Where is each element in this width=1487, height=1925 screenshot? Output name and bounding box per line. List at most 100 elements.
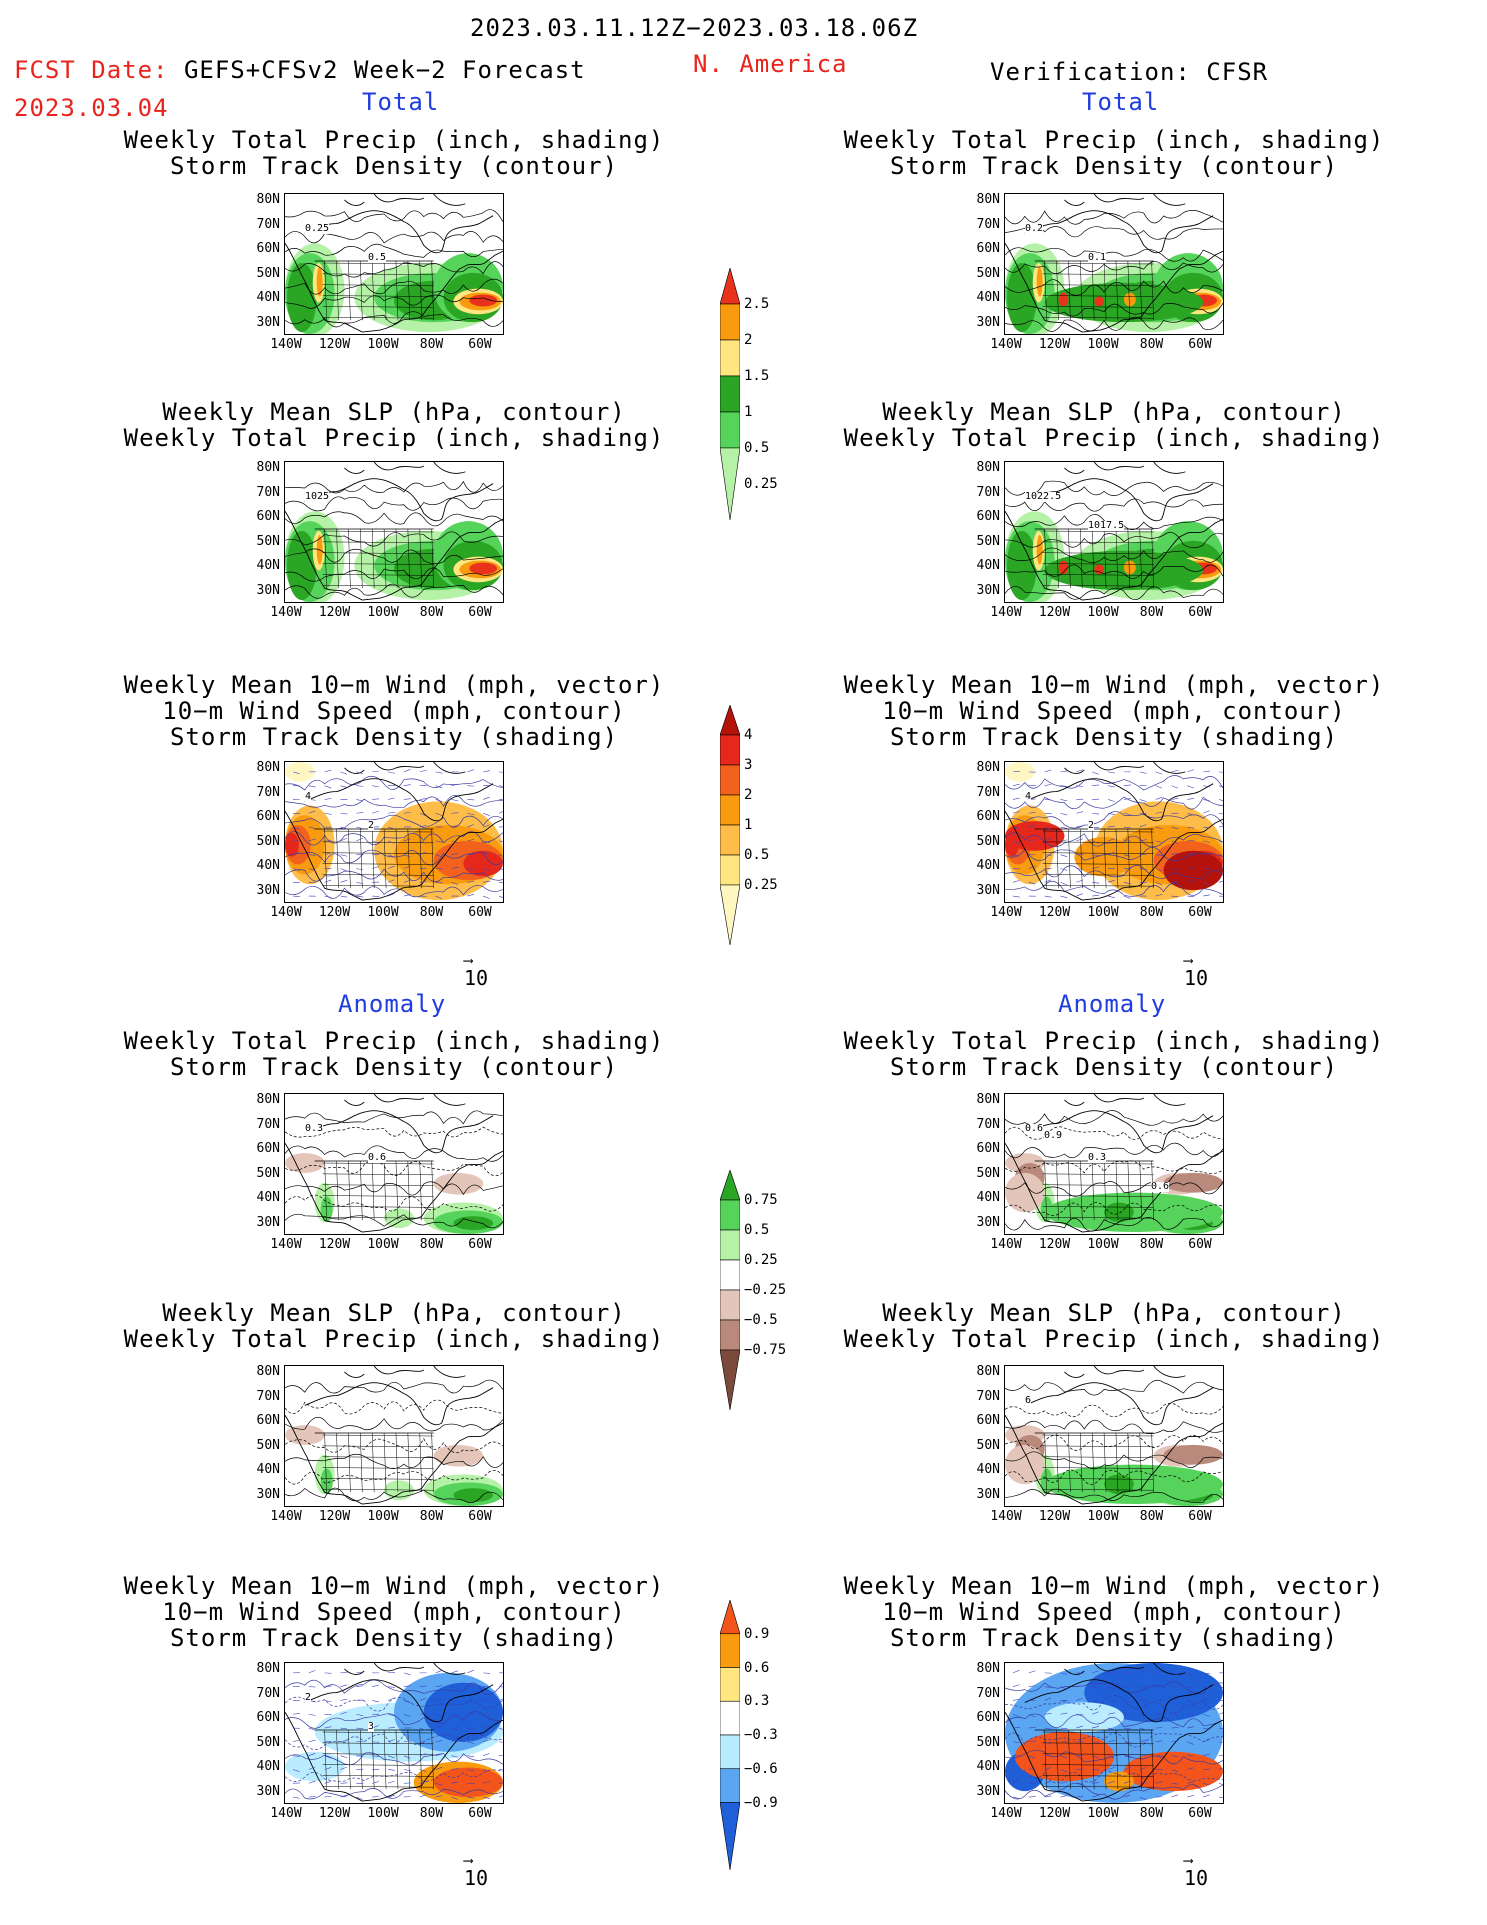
lat-tick-label: 80N [976,192,1000,207]
lat-tick-label: 30N [256,882,280,898]
panel-title-line: 10−m Wind Speed (mph, contour) [162,1598,626,1626]
panel-title-line: Weekly Mean SLP (hPa, contour) [882,1299,1346,1327]
lon-tick-label: 120W [1038,905,1071,920]
lat-tick-label: 50N [256,1437,280,1453]
lon-tick-label: 120W [1038,605,1071,620]
forecast-map-5 [284,1365,504,1507]
panel-title-line: Storm Track Density (shading) [169,723,619,751]
lat-tick-label: 30N [256,1214,280,1230]
colorbar-label: −0.25 [744,1282,787,1298]
vector-arrow-icon: ⟶ [1184,953,1193,969]
lat-tick-label: 30N [976,582,1000,598]
lon-tick-label: 100W [1087,1509,1119,1524]
lon-tick-label: 120W [318,605,351,620]
lat-tick-label: 40N [976,558,1000,573]
colorbar-label: 0.25 [744,476,778,492]
lon-tick-label: 100W [1087,1806,1119,1821]
contour-label: 0.1 [1088,252,1107,263]
colorbar-label: 0.6 [744,1659,770,1676]
colorbar-label: −0.6 [744,1760,778,1777]
lat-tick-label: 30N [976,1783,1000,1799]
lat-tick-label: 40N [976,858,1000,873]
lon-tick-label: 140W [270,1509,302,1524]
lon-tick-label: 100W [367,605,399,620]
lon-tick-label: 80W [419,337,444,352]
contour-label: 2 [1088,820,1095,831]
panel-title: Weekly Mean 10−m Wind (mph, vector) 10−m … [94,1573,694,1651]
lat-tick-label: 30N [976,1214,1000,1230]
lon-tick-label: 100W [367,905,399,920]
panel-title-line: Storm Track Density (contour) [889,152,1339,180]
lon-tick-label: 140W [990,1509,1022,1524]
lat-tick-label: 70N [976,784,1000,800]
panel-title: Weekly Mean 10−m Wind (mph, vector) 10−m … [814,1573,1414,1651]
panel-title: Weekly Mean SLP (hPa, contour) Weekly Tot… [814,399,1414,451]
lon-tick-label: 60W [468,605,492,620]
lon-tick-label: 140W [270,905,302,920]
lon-tick-label: 100W [367,1509,399,1524]
panel-title-line: Weekly Total Precip (inch, shading) [123,1027,665,1055]
lat-tick-label: 70N [976,1116,1000,1132]
verification-map-1: 0.2 0.1 [1004,193,1224,335]
vector-reference: ⟶ 10 [1184,1853,1208,1890]
lon-tick-label: 100W [367,337,399,352]
lat-tick-label: 40N [256,858,280,873]
lat-tick-label: 40N [976,1759,1000,1774]
vector-reference: ⟶ 10 [464,1854,488,1890]
lat-tick-label: 30N [256,314,280,330]
lat-tick-label: 80N [256,1661,280,1676]
panel-title-line: Storm Track Density (shading) [889,723,1339,751]
lat-tick-label: 30N [256,1783,280,1799]
fcst-date: 2023.03.04 [14,94,169,122]
panel-title-line: 10−m Wind Speed (mph, contour) [882,1598,1346,1626]
model-name: GEFS+CFSv2 Week−2 Forecast [183,56,586,84]
lon-tick-label: 100W [1087,605,1119,620]
contour-label: 3 [368,1721,375,1732]
lon-tick-label: 80W [1139,1806,1164,1821]
panel-title-line: Storm Track Density (contour) [169,152,619,180]
panel-title-line: Weekly Mean 10−m Wind (mph, vector) [843,1572,1385,1600]
contour-label: 1025 [305,491,330,502]
lat-tick-label: 60N [256,241,280,256]
vector-arrow-icon: ⟶ [1184,1853,1193,1869]
fcst-label: FCST Date: [14,56,184,84]
colorbar-label: −0.5 [744,1312,778,1328]
lon-tick-label: 120W [1038,1237,1071,1252]
lat-tick-label: 80N [976,760,1000,775]
lat-tick-label: 30N [256,582,280,598]
panel-title-line: Weekly Total Precip (inch, shading) [123,126,665,154]
lat-tick-label: 70N [976,1685,1000,1701]
lon-tick-label: 120W [1038,1806,1071,1821]
lat-tick-label: 80N [256,460,280,475]
lat-tick-label: 60N [976,809,1000,824]
panel-title-line: Weekly Total Precip (inch, shading) [843,126,1385,154]
lat-tick-label: 50N [256,833,280,849]
period-title: 2023.03.11.12Z−2023.03.18.06Z [470,14,919,42]
panel-title: Weekly Mean SLP (hPa, contour) Weekly Tot… [94,399,694,451]
lon-tick-label: 60W [468,1237,492,1252]
lat-tick-label: 40N [976,1190,1000,1205]
lat-tick-label: 50N [256,533,280,549]
lat-tick-label: 40N [256,290,280,305]
lat-tick-label: 60N [256,1141,280,1156]
lat-tick-label: 60N [256,1710,280,1725]
colorbar-label: 0.3 [744,1693,770,1710]
panel-title: Weekly Mean 10−m Wind (mph, vector) 10−m … [94,672,694,750]
panel-title-line: Weekly Total Precip (inch, shading) [843,1325,1385,1353]
panel-title-line: Weekly Mean 10−m Wind (mph, vector) [123,1572,665,1600]
lat-tick-label: 50N [976,833,1000,849]
lon-tick-label: 80W [419,1237,444,1252]
lon-tick-label: 140W [990,605,1022,620]
lon-tick-label: 80W [1139,905,1164,920]
colorbar-label: 4 [744,727,753,743]
colorbar-label: 1 [744,817,753,833]
contour-label: 4 [305,791,312,802]
anomaly-label-right: Anomaly [1058,990,1167,1018]
vector-reference-label: 10 [1184,966,1209,990]
lat-tick-label: 60N [976,509,1000,524]
contour-label: 0.9 [1044,1130,1063,1141]
lat-tick-label: 30N [256,1486,280,1502]
lon-tick-label: 80W [1139,337,1164,352]
forecast-map-4: 0.3 0.6 [284,1093,504,1235]
